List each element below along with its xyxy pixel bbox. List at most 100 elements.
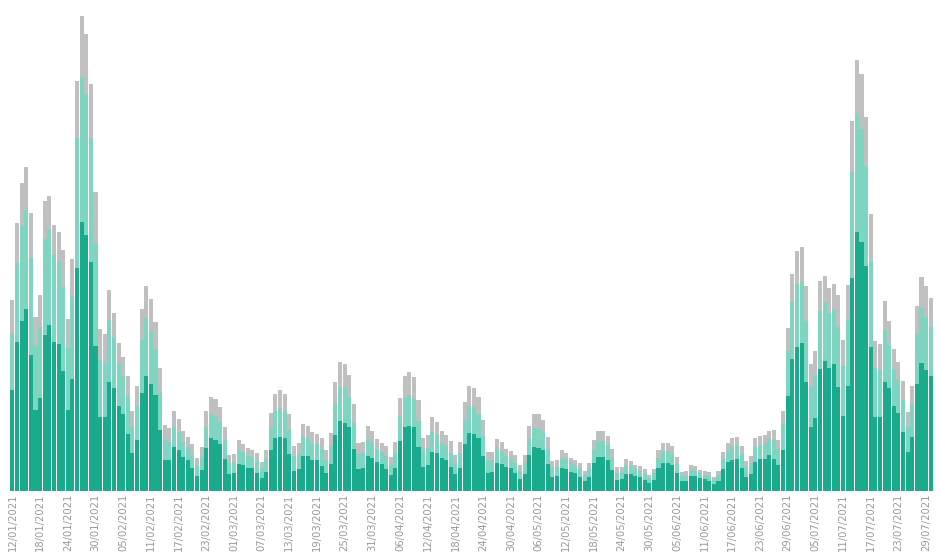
Bar	[804, 321, 808, 491]
Bar	[605, 445, 610, 491]
Bar	[689, 470, 693, 491]
Bar	[661, 463, 666, 491]
Bar	[523, 474, 526, 491]
Bar	[726, 463, 729, 491]
Bar	[264, 450, 268, 491]
Bar	[191, 468, 195, 491]
Bar	[431, 451, 434, 491]
Bar	[694, 471, 697, 491]
Bar	[24, 210, 28, 491]
Bar	[791, 302, 794, 491]
Bar	[448, 441, 453, 491]
Bar	[29, 213, 33, 491]
Bar	[887, 345, 891, 491]
Bar	[398, 441, 402, 491]
Bar	[791, 359, 794, 491]
Bar	[919, 277, 923, 491]
Bar	[315, 444, 319, 491]
Bar	[292, 456, 296, 491]
Bar	[762, 443, 767, 491]
Bar	[237, 440, 241, 491]
Bar	[426, 465, 430, 491]
Bar	[689, 465, 693, 491]
Bar	[80, 16, 84, 491]
Bar	[854, 115, 859, 491]
Bar	[578, 469, 582, 491]
Bar	[453, 455, 458, 491]
Bar	[721, 459, 725, 491]
Bar	[352, 449, 356, 491]
Bar	[306, 456, 310, 491]
Bar	[887, 321, 891, 491]
Bar	[615, 473, 619, 491]
Bar	[191, 455, 195, 491]
Bar	[781, 425, 785, 491]
Bar	[61, 287, 65, 491]
Bar	[458, 468, 462, 491]
Bar	[232, 473, 236, 491]
Bar	[758, 459, 762, 491]
Bar	[559, 450, 564, 491]
Bar	[389, 475, 393, 491]
Bar	[808, 364, 813, 491]
Bar	[859, 243, 864, 491]
Bar	[822, 360, 826, 491]
Bar	[661, 451, 666, 491]
Bar	[878, 370, 882, 491]
Bar	[605, 460, 610, 491]
Bar	[772, 459, 776, 491]
Bar	[158, 430, 162, 491]
Bar	[394, 442, 398, 491]
Bar	[56, 232, 60, 491]
Bar	[859, 74, 864, 491]
Bar	[740, 454, 744, 491]
Bar	[398, 398, 402, 491]
Bar	[791, 274, 794, 491]
Bar	[435, 422, 439, 491]
Bar	[158, 393, 162, 491]
Bar	[588, 469, 591, 491]
Bar	[541, 420, 545, 491]
Bar	[680, 482, 683, 491]
Bar	[213, 399, 217, 491]
Bar	[786, 351, 790, 491]
Bar	[491, 451, 494, 491]
Bar	[223, 459, 227, 491]
Bar	[274, 394, 277, 491]
Bar	[47, 325, 52, 491]
Bar	[749, 474, 753, 491]
Bar	[61, 371, 65, 491]
Bar	[218, 407, 222, 491]
Bar	[781, 450, 785, 491]
Bar	[421, 438, 425, 491]
Bar	[10, 390, 14, 491]
Bar	[288, 454, 291, 491]
Bar	[250, 457, 255, 491]
Bar	[462, 402, 466, 491]
Bar	[583, 481, 587, 491]
Bar	[380, 443, 384, 491]
Bar	[144, 376, 149, 491]
Bar	[85, 235, 88, 491]
Bar	[237, 450, 241, 491]
Bar	[131, 454, 134, 491]
Bar	[70, 259, 74, 491]
Bar	[15, 342, 19, 491]
Bar	[131, 426, 134, 491]
Bar	[808, 427, 813, 491]
Bar	[813, 418, 818, 491]
Bar	[242, 453, 245, 491]
Bar	[504, 456, 509, 491]
Bar	[509, 468, 513, 491]
Bar	[901, 381, 905, 491]
Bar	[209, 439, 212, 491]
Bar	[421, 466, 425, 491]
Bar	[929, 376, 932, 491]
Bar	[204, 448, 209, 491]
Bar	[440, 443, 444, 491]
Bar	[583, 475, 587, 491]
Bar	[786, 328, 790, 491]
Bar	[495, 463, 499, 491]
Bar	[85, 94, 88, 491]
Bar	[854, 60, 859, 491]
